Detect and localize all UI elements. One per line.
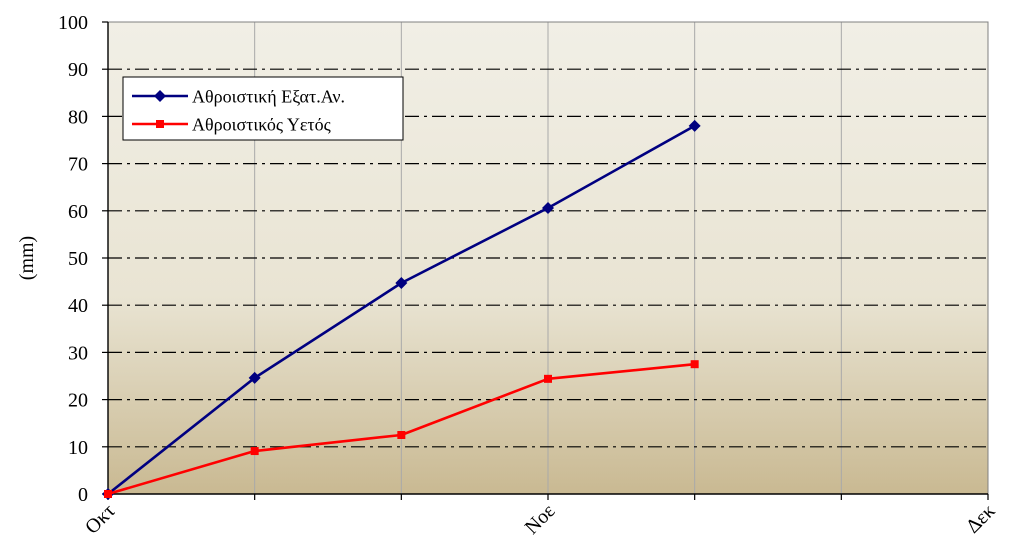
y-tick-labels: 0 10 20 30 40 50 60 70 80 90 100 — [58, 12, 88, 506]
y-tick-label: 40 — [68, 295, 88, 317]
x-tick-marks — [107, 494, 989, 500]
legend-square-marker — [156, 120, 164, 128]
y-tick-label: 0 — [78, 484, 88, 506]
series-2-data-point — [544, 374, 552, 383]
legend-label-series-1: Αθροιστική Εξατ.Αν. — [192, 86, 345, 106]
y-tick-label: 70 — [68, 154, 88, 176]
legend-diamond-marker — [154, 90, 166, 102]
legend-box — [122, 76, 404, 141]
series-2-data-point — [250, 447, 259, 456]
y-tick-label: 30 — [68, 342, 88, 364]
y-tick-label: 10 — [68, 437, 88, 459]
y-tick-label: 80 — [68, 106, 88, 128]
series-2-data-point — [397, 431, 406, 439]
legend-label-series-2: Αθροιστικός Υετός — [192, 114, 331, 134]
x-tick-label: Δεκ — [962, 500, 1000, 538]
y-tick-label: 50 — [68, 248, 88, 270]
y-tick-label: 60 — [68, 201, 88, 223]
series-2-data-point — [104, 490, 112, 498]
series-1-data-point — [395, 277, 408, 290]
y-tick-marks — [102, 21, 108, 495]
y-tick-label: 90 — [68, 59, 88, 81]
x-tick-label: Νοε — [521, 500, 560, 539]
series-1-data-point — [248, 371, 261, 384]
legend-item-cumulative-rainfall: Αθροιστικός Υετός — [132, 114, 331, 134]
series-1-data-point — [688, 119, 701, 132]
legend-item-cumulative-evaporation: Αθροιστική Εξατ.Αν. — [132, 86, 345, 106]
series-2-data-point — [690, 360, 699, 369]
series-layer — [102, 119, 701, 500]
y-axis-label: (mm) — [16, 236, 38, 280]
x-tick-labels: Οκτ Νοε Δεκ — [81, 500, 1000, 539]
legend: Αθροιστική Εξατ.Αν. Αθροιστικός Υετός — [122, 76, 404, 141]
series-1-data-point — [542, 201, 554, 214]
y-tick-label: 100 — [58, 12, 88, 34]
y-tick-label: 20 — [68, 390, 88, 412]
